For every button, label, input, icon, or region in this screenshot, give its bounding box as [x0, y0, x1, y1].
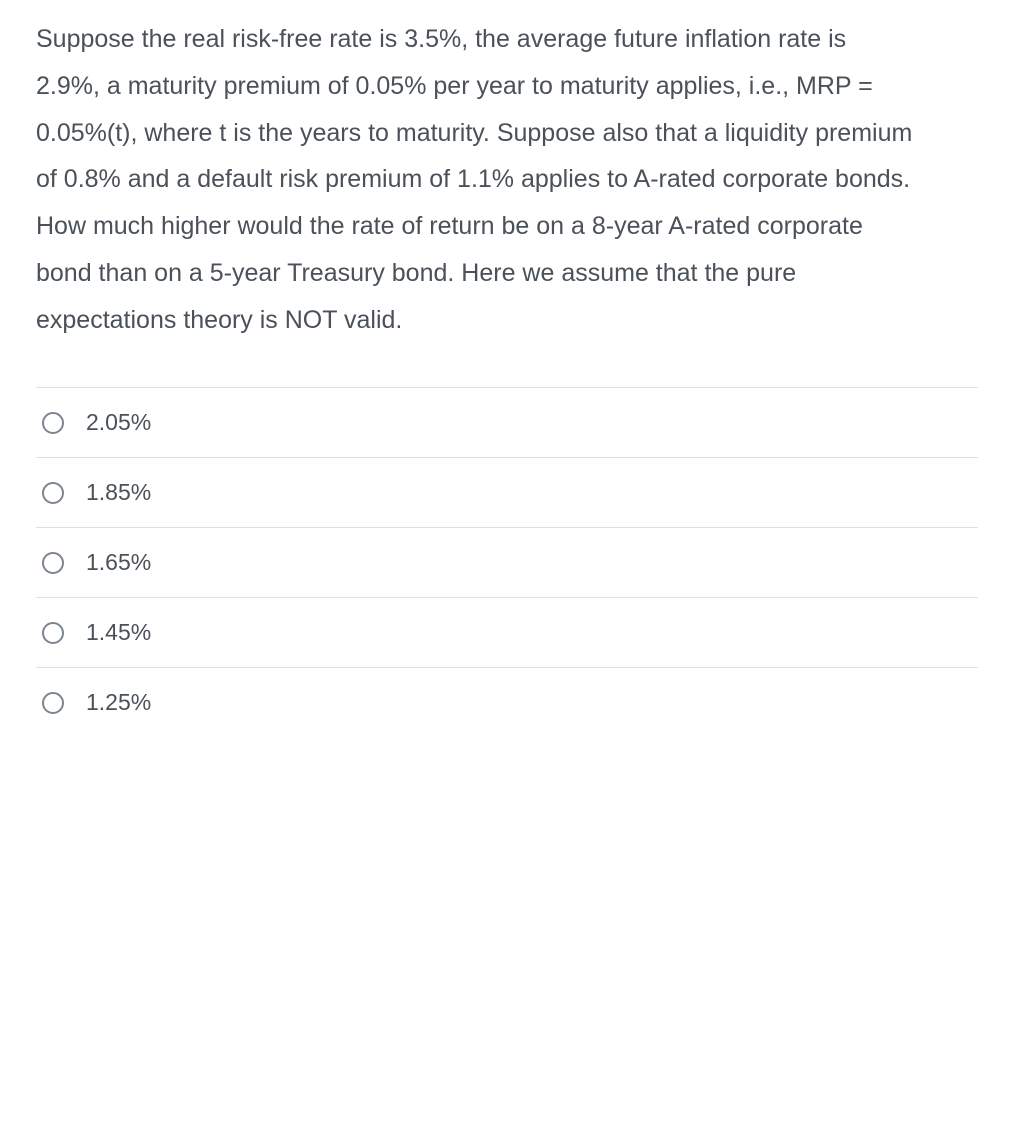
option-label: 1.85% [86, 479, 151, 506]
option-label: 1.65% [86, 549, 151, 576]
question-paragraph: 0.05%(t), where t is the years to maturi… [36, 114, 978, 153]
radio-icon [42, 482, 64, 504]
option-item[interactable]: 1.45% [36, 598, 978, 668]
question-paragraph: How much higher would the rate of return… [36, 207, 978, 246]
option-item[interactable]: 1.85% [36, 458, 978, 528]
question-paragraph: expectations theory is NOT valid. [36, 301, 978, 340]
option-label: 1.25% [86, 689, 151, 716]
radio-icon [42, 692, 64, 714]
radio-icon [42, 552, 64, 574]
option-item[interactable]: 2.05% [36, 388, 978, 458]
option-label: 1.45% [86, 619, 151, 646]
option-label: 2.05% [86, 409, 151, 436]
question-paragraph: of 0.8% and a default risk premium of 1.… [36, 160, 978, 199]
question-paragraph: bond than on a 5-year Treasury bond. Her… [36, 254, 978, 293]
question-paragraph: Suppose the real risk-free rate is 3.5%,… [36, 20, 978, 59]
question-text-container: Suppose the real risk-free rate is 3.5%,… [36, 20, 978, 339]
radio-icon [42, 412, 64, 434]
radio-icon [42, 622, 64, 644]
options-list: 2.05% 1.85% 1.65% 1.45% 1.25% [36, 387, 978, 737]
option-item[interactable]: 1.65% [36, 528, 978, 598]
question-paragraph: 2.9%, a maturity premium of 0.05% per ye… [36, 67, 978, 106]
option-item[interactable]: 1.25% [36, 668, 978, 737]
